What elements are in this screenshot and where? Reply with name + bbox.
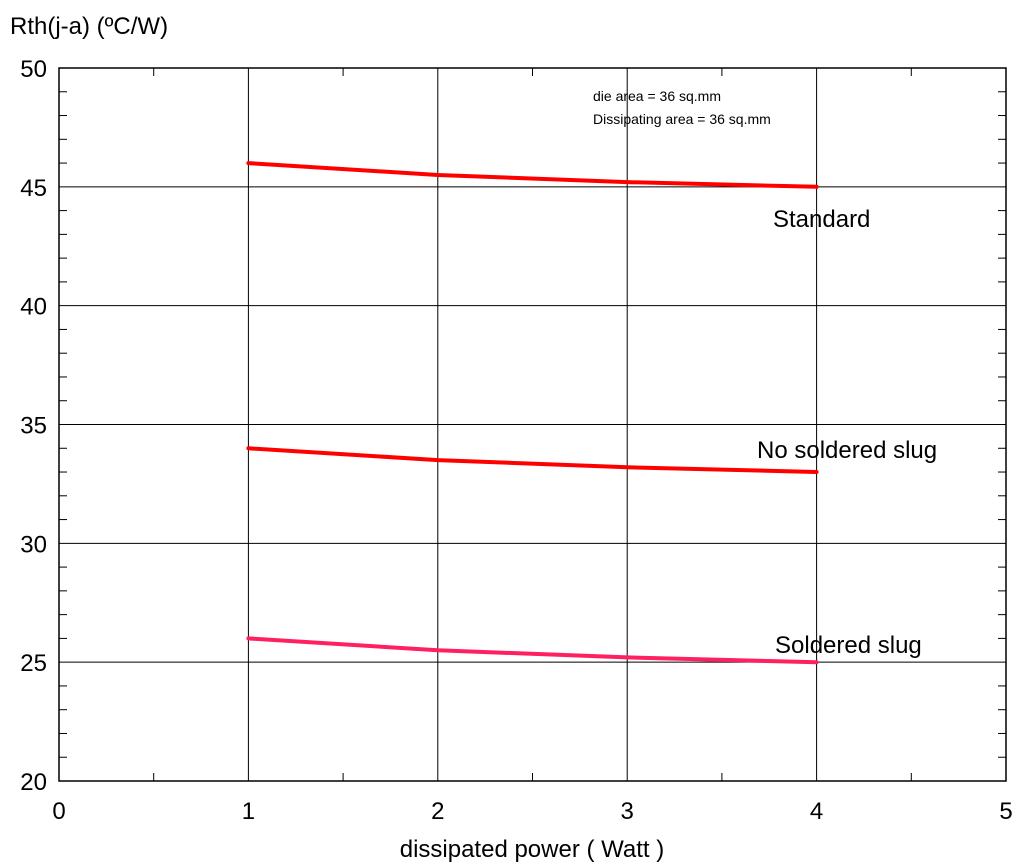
y-axis-title: Rth(j-a) (ºC/W) <box>10 13 168 40</box>
x-tick-label: 4 <box>810 798 823 825</box>
minor-ticks <box>59 68 1006 781</box>
series-label-no-soldered-slug: No soldered slug <box>757 437 937 464</box>
annotation-die-area: die area = 36 sq.mm <box>593 88 721 104</box>
y-tick-label: 30 <box>20 531 47 558</box>
series-line-0 <box>246 161 819 189</box>
x-tick-label: 3 <box>621 798 634 825</box>
y-tick-label: 35 <box>20 413 47 440</box>
plot-frame <box>58 67 1007 782</box>
x-tick-label: 5 <box>999 798 1012 825</box>
y-tick-label: 25 <box>20 650 47 677</box>
x-tick-label: 2 <box>431 798 444 825</box>
x-tick-label: 0 <box>52 798 65 825</box>
x-tick-labels: 0 1 2 3 4 5 <box>52 798 1012 825</box>
series-label-standard: Standard <box>773 206 870 233</box>
y-tick-label: 50 <box>20 56 47 83</box>
annotation-dissipating-area: Dissipating area = 36 sq.mm <box>593 111 771 127</box>
x-tick-label: 1 <box>242 798 255 825</box>
series-line-2 <box>246 636 819 665</box>
y-tick-label: 40 <box>20 294 47 321</box>
series-group <box>246 161 819 665</box>
y-tick-label: 45 <box>20 175 47 202</box>
y-tick-labels: 20 25 30 35 40 45 50 <box>20 56 47 796</box>
y-tick-label: 20 <box>20 769 47 796</box>
series-label-soldered-slug: Soldered slug <box>775 632 922 659</box>
x-axis-title: dissipated power ( Watt ) <box>400 836 665 863</box>
series-line-1 <box>246 446 819 474</box>
grid <box>59 68 1006 781</box>
